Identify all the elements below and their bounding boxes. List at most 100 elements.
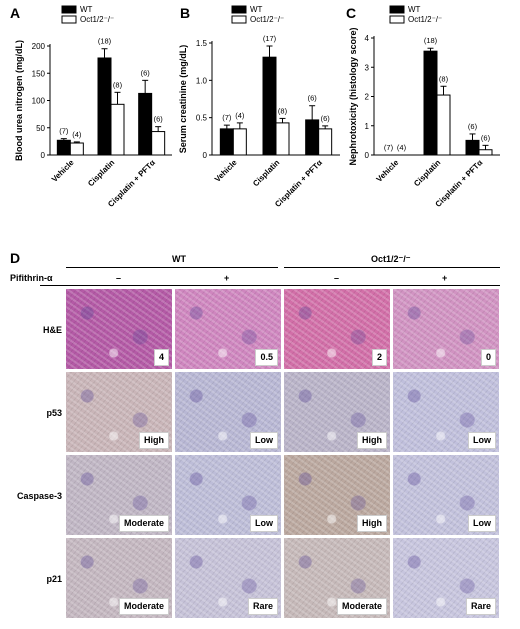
bar [69,142,84,156]
category-label: Vehicle [213,158,239,184]
histology-image: Low [393,372,499,452]
bar [478,149,493,156]
legend-label: Oct1/2⁻/⁻ [250,15,284,24]
y-tick-label: 3 [365,63,370,72]
treatment-oct-minus: – [334,273,340,283]
group-line-oct [284,267,500,268]
panel-letter-b: B [180,5,190,21]
group-label-wt: WT [172,254,186,264]
row-label: p53 [46,408,62,418]
n-label: (6) [321,114,331,123]
n-label: (8) [439,74,449,83]
y-axis-label: Blood urea nitrogen (mg/dL) [14,40,24,161]
legend-swatch [61,5,77,14]
bar [465,139,480,156]
y-tick-label: 200 [32,42,46,51]
category-label: Vehicle [375,158,401,184]
legend-swatch [389,5,405,14]
n-label: (7) [384,143,394,152]
bar [423,50,438,156]
legend-swatch [61,15,77,24]
row-label: p21 [46,574,62,584]
y-tick-label: 0 [365,151,370,160]
score-label: Moderate [118,515,169,532]
legend-label: WT [80,5,93,14]
histology-image: Rare [175,538,281,618]
category-label: Vehicle [50,158,76,184]
histology-image: Low [393,455,499,535]
histology-image: Low [175,372,281,452]
n-label: (18) [424,36,438,45]
y-tick-label: 2 [365,93,370,102]
bar [110,103,125,156]
treatment-oct-plus: + [442,273,448,283]
y-tick-label: 50 [36,124,45,133]
score-label: 2 [371,349,387,366]
score-label: Low [468,515,496,532]
histology-image: High [284,372,390,452]
n-label: (6) [468,122,478,131]
histology-image: Rare [393,538,499,618]
category-label: Cisplatin + PFTα [273,158,324,209]
y-axis-label: Nephrotoxicity (histology score) [348,27,358,165]
bar [97,57,112,156]
row-label: H&E [42,325,62,335]
n-label: (8) [278,106,288,115]
n-label: (4) [235,111,245,120]
treatment-wt-minus: – [116,273,122,283]
n-label: (4) [72,130,82,139]
legend-label: WT [250,5,263,14]
histology-image: Low [175,455,281,535]
n-label: (17) [263,34,277,43]
chart-b: 0 0.5 1.0 1.5 Serum creatinine (mg/dL) (7) (4)… [178,5,340,209]
y-tick-label: 4 [365,34,370,43]
histology-image: 2 [284,289,390,369]
bar [151,131,166,156]
histology-image: Moderate [66,538,172,618]
legend-label: Oct1/2⁻/⁻ [80,15,114,24]
bar [318,128,333,156]
bar [219,128,234,156]
bar [232,128,247,156]
n-label: (18) [98,37,112,46]
y-tick-label: 1.0 [196,76,208,85]
score-label: Low [250,432,278,449]
legend-swatch [231,5,247,14]
histology-image: High [284,455,390,535]
n-label: (8) [113,80,123,89]
n-label: (7) [59,127,69,136]
score-label: Low [468,432,496,449]
chart-c: 0 1 2 3 4 Nephrotoxicity (histology score) (7)… [348,5,500,209]
panel-letter-d: D [10,250,21,266]
bar [262,56,277,156]
histology-panel: D WT Oct1/2⁻/⁻ Pifithrin-α – + – + H&E 4 0… [0,248,520,629]
n-label: (4) [397,143,407,152]
histology-image: 4 [66,289,172,369]
score-label: Low [250,515,278,532]
score-label: Rare [247,598,278,615]
bar [436,94,451,156]
score-label: 4 [153,349,169,366]
y-tick-label: 150 [32,69,46,78]
bar [305,119,320,156]
score-label: Moderate [336,598,387,615]
n-label: (6) [308,94,318,103]
treatment-wt-plus: + [224,273,230,283]
histology-image: Moderate [284,538,390,618]
y-tick-label: 1 [365,122,370,131]
n-label: (6) [481,133,491,142]
panel-letter-c: C [346,5,356,21]
group-label-oct: Oct1/2⁻/⁻ [371,254,411,264]
row-label: Caspase-3 [16,491,62,501]
category-label: Cisplatin [251,158,281,188]
chart-a: 0 50 100 150 200 Blood urea nitrogen (mg/dL) (… [14,5,172,209]
score-label: Moderate [118,598,169,615]
score-label: 0.5 [255,349,278,366]
n-label: (6) [154,115,164,124]
y-tick-label: 1.5 [196,39,208,48]
score-label: High [357,432,387,449]
legend-swatch [231,15,247,24]
legend-swatch [389,15,405,24]
y-tick-label: 100 [32,97,46,106]
